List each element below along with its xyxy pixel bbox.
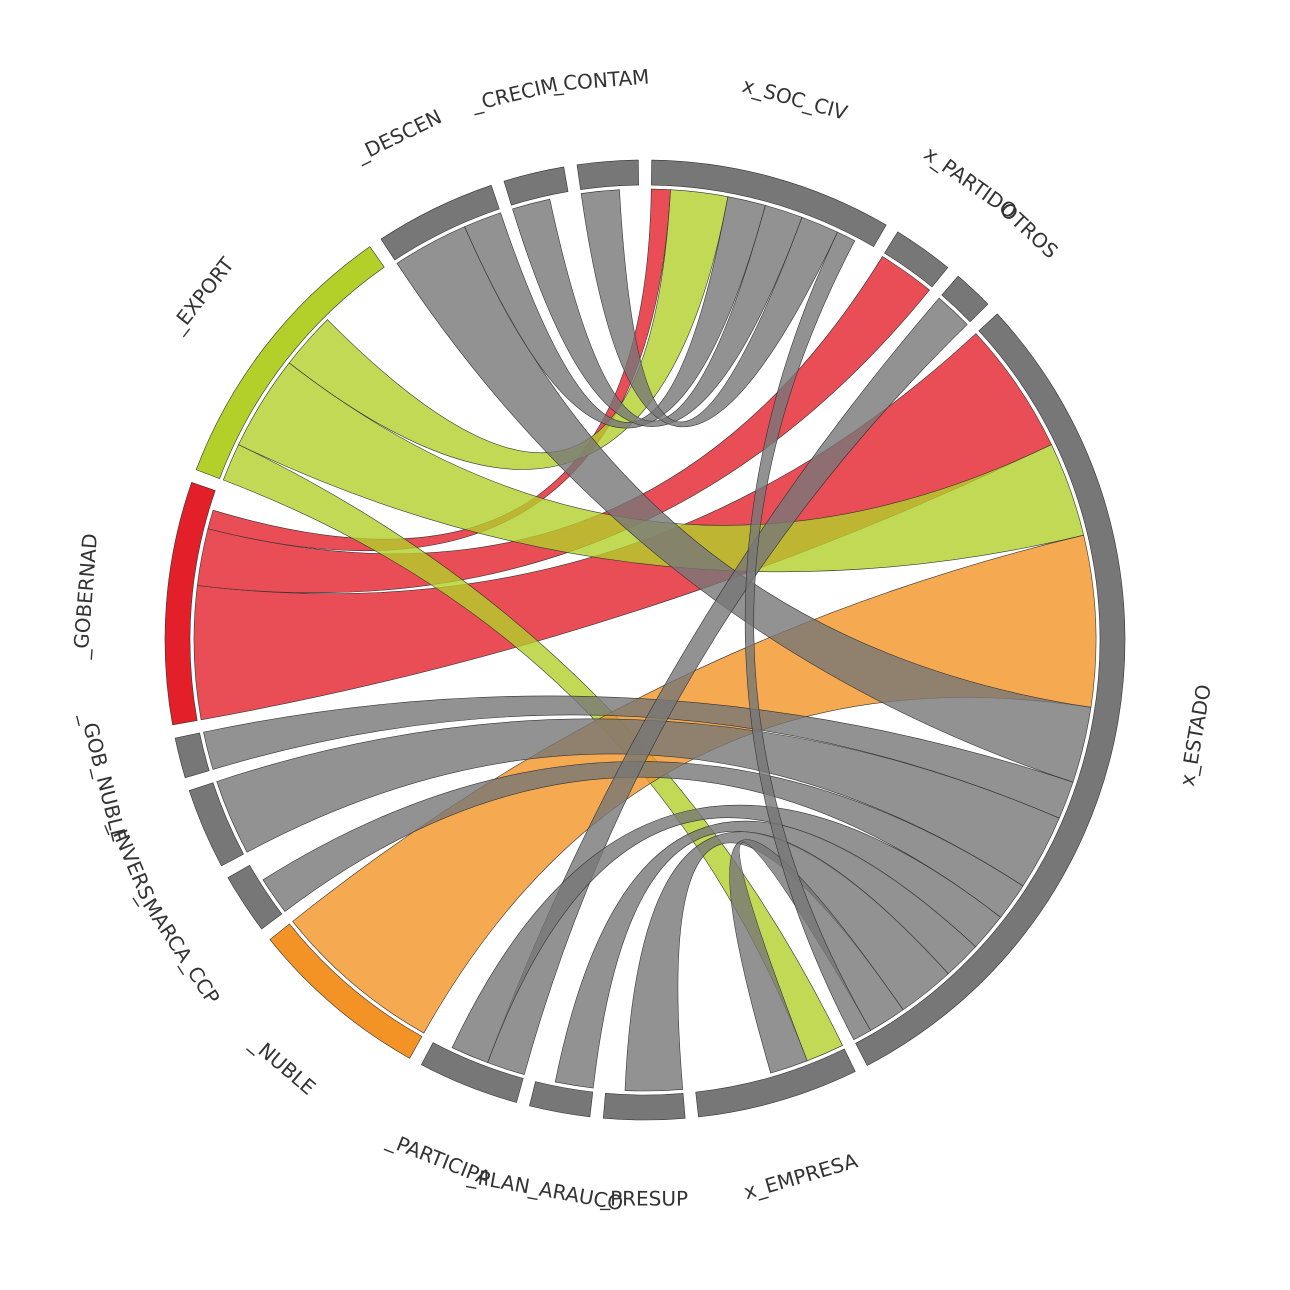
segment-arc [602, 1092, 686, 1121]
ribbon [193, 333, 1052, 721]
ribbon [744, 231, 872, 1041]
segment-label: x_EMPRESA [741, 1148, 860, 1204]
segment-label: _GOB_NUBLE [76, 709, 132, 844]
segment-label: OTROS [995, 198, 1063, 264]
segment-label: _DESCEN [351, 104, 445, 166]
ribbon [624, 831, 949, 1092]
segment-arc [576, 159, 639, 190]
segment-label: _PARTICIPA [383, 1127, 495, 1190]
segment-arc [503, 166, 569, 206]
segment-arc [380, 184, 500, 261]
segment-arc [651, 159, 887, 248]
segment-label: _NUBLE [245, 1031, 320, 1100]
segment-arc [164, 481, 216, 726]
segment-arc [269, 923, 423, 1059]
ribbon [238, 362, 1085, 573]
segment-label: _EXPORT [165, 252, 240, 338]
ribbon [222, 444, 843, 1062]
ribbon [729, 839, 904, 1074]
segment-label: _CONTAM [551, 64, 650, 96]
segment-label: x_ESTADO [1175, 683, 1216, 788]
segment-arc [174, 732, 210, 779]
segment-label: _CRECIM [468, 72, 560, 116]
segment-arc [855, 313, 1126, 1066]
segment-label: _PRESUP [599, 1186, 688, 1210]
ribbon [196, 256, 930, 594]
ribbon [554, 820, 977, 1089]
segment-arc [695, 1048, 856, 1118]
segment-label: x_SOC_CIV [740, 73, 851, 125]
segment-arc [884, 231, 949, 288]
ribbon [288, 189, 729, 470]
segment-arc [195, 246, 385, 479]
segment-label: _GOBERNAD [68, 532, 102, 660]
ribbon [451, 804, 1002, 1064]
segment-label: _MARCA_CCP [132, 885, 225, 1009]
segment-arc [420, 1042, 524, 1103]
ribbon [464, 196, 766, 429]
ribbon [216, 718, 1060, 887]
ribbon [580, 189, 838, 428]
ribbon [512, 198, 803, 427]
ribbon [262, 761, 1024, 918]
segment-arc [529, 1081, 594, 1118]
segment-arc [227, 864, 283, 930]
ribbon [203, 695, 1074, 819]
segment-arc [941, 275, 989, 323]
segment-arc [188, 782, 244, 867]
